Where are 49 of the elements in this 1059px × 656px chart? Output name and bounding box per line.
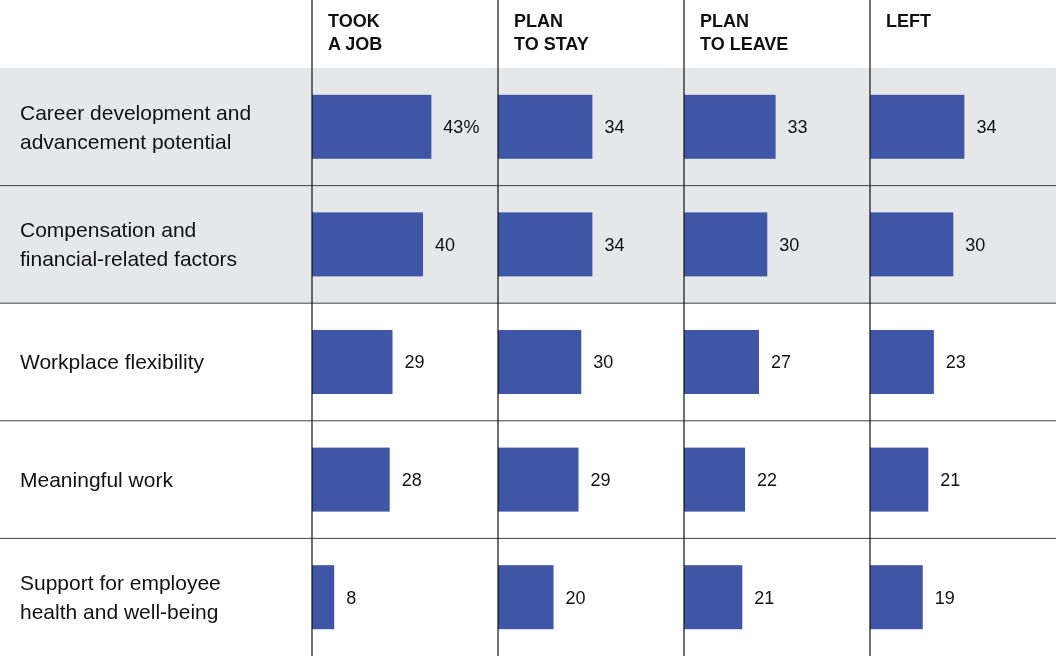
bar (312, 330, 393, 394)
bar (870, 447, 929, 512)
bar (498, 330, 582, 394)
data-label: 21 (754, 587, 775, 608)
data-label: 40 (435, 234, 456, 255)
bar (870, 330, 934, 394)
y-tick-label: Meaningful work (20, 467, 174, 491)
y-tick-label: Compensation and financial-related factors (20, 218, 238, 271)
y-tick-label: Career development and advancement potential (20, 100, 252, 153)
data-label: 34 (604, 117, 625, 138)
bar (312, 212, 424, 277)
bar (498, 94, 593, 159)
text: LEFT (886, 11, 931, 31)
data-label: 22 (757, 469, 778, 490)
data-label: 23 (945, 352, 966, 373)
bar (870, 565, 923, 630)
data-label: 34 (604, 234, 625, 255)
bar (498, 565, 554, 630)
data-label: 28 (401, 469, 422, 490)
bar (684, 447, 746, 512)
data-label: 8 (346, 587, 357, 608)
bar (498, 212, 593, 277)
bar (498, 447, 579, 512)
data-label: 30 (593, 352, 614, 373)
text: PLAN TO STAY (514, 11, 589, 54)
data-label: 29 (404, 352, 425, 373)
text: PLAN TO LEAVE (700, 11, 789, 54)
data-label: 43% (443, 117, 480, 138)
data-label: 30 (965, 234, 986, 255)
data-label: 21 (940, 469, 961, 490)
data-label: 20 (565, 587, 586, 608)
bar (312, 447, 390, 512)
data-label: 30 (779, 234, 800, 255)
bar (684, 565, 743, 630)
bar (312, 565, 335, 630)
data-label: 29 (590, 469, 611, 490)
bar (312, 94, 432, 159)
y-tick-label: Support for employee health and well-being (20, 571, 221, 624)
data-label: 33 (787, 117, 808, 138)
bar (870, 94, 965, 159)
data-label: 27 (770, 352, 791, 373)
text: TOOK A JOB (328, 11, 383, 54)
y-tick-label: Workplace flexibility (20, 350, 205, 374)
data-label: 34 (976, 117, 997, 138)
data-label: 19 (934, 587, 955, 608)
bar (870, 212, 954, 277)
bar (684, 330, 759, 394)
bar (684, 212, 768, 277)
bar (684, 94, 776, 159)
